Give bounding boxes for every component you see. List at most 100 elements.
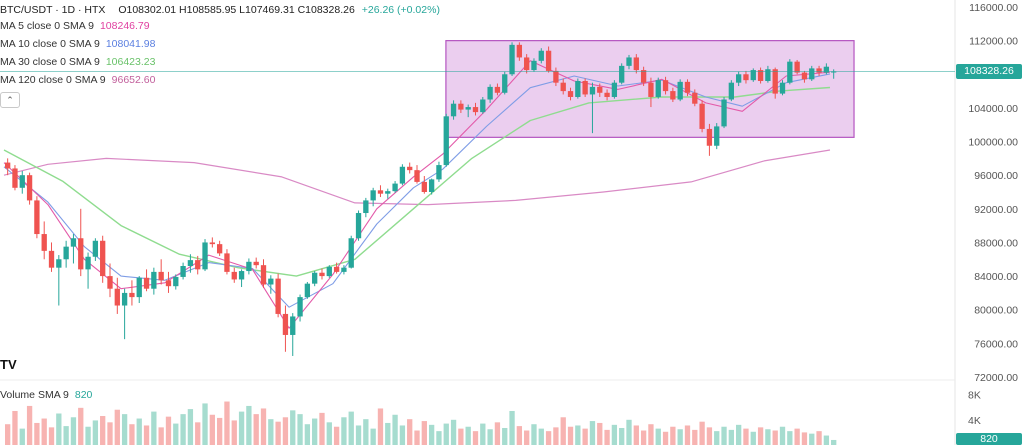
ma30-line (3, 86, 831, 277)
candle-body (260, 265, 267, 285)
candle-body (26, 175, 33, 201)
volume-bar (692, 429, 698, 445)
volume-bar (699, 421, 705, 445)
candle-body (597, 86, 603, 93)
volume-bar (56, 413, 62, 445)
candle-body (333, 266, 340, 272)
candle-body (436, 165, 442, 180)
volume-bar (721, 426, 727, 445)
candle-body (670, 91, 676, 100)
candle-body (370, 190, 376, 201)
legend-ma120-label: MA 120 close 0 SMA 9 (0, 74, 106, 86)
legend-ma30[interactable]: MA 30 close 0 SMA 9 106423.23 (0, 56, 155, 68)
candle-body (238, 271, 245, 280)
volume-bar (494, 422, 501, 445)
legend-ma5[interactable]: MA 5 close 0 SMA 9 108246.79 (0, 20, 150, 32)
volume-bar (297, 414, 303, 445)
candle-body (56, 259, 62, 268)
candle-body (202, 242, 208, 270)
volume-bar (26, 405, 33, 445)
volume-bar (173, 423, 179, 445)
candle-body (121, 292, 128, 306)
volume-bar (216, 417, 223, 445)
volume-bar (209, 414, 215, 445)
volume-bar (151, 411, 157, 445)
candle-body (655, 80, 661, 97)
candle-body (385, 191, 391, 194)
candle-body (421, 181, 427, 192)
candle-body (575, 81, 581, 97)
candle-body (187, 260, 194, 266)
volume-bar (246, 405, 252, 445)
candle-body (34, 200, 40, 235)
candle-body (443, 116, 449, 166)
volume-bar (392, 414, 398, 445)
candle-body (582, 81, 588, 95)
price-tick-label: 100000.00 (968, 137, 1018, 149)
volume-bar (333, 426, 340, 445)
legend-ma5-label: MA 5 close 0 SMA 9 (0, 20, 94, 32)
price-tick-label: 84000.00 (974, 271, 1018, 283)
candle-body (5, 162, 11, 169)
legend-ma120[interactable]: MA 120 close 0 SMA 9 96652.60 (0, 74, 155, 86)
ma120-path (3, 149, 831, 206)
legend-ma30-value: 106423.23 (105, 56, 156, 68)
volume-bar (5, 424, 11, 445)
candle-body (173, 276, 179, 287)
candle-body (282, 313, 289, 335)
volume-bar (268, 419, 274, 445)
volume-legend[interactable]: Volume SMA 9 820 (0, 389, 92, 401)
candle-body (480, 99, 486, 113)
legend-ma10[interactable]: MA 10 close 0 SMA 9 108041.98 (0, 38, 155, 50)
volume-bar (100, 416, 106, 445)
tradingview-logo: TV (0, 357, 17, 372)
volume-bar (187, 409, 194, 445)
candlestick-series (5, 42, 837, 356)
candle-body (290, 316, 296, 335)
ma30-path (3, 86, 831, 277)
volume-bar (553, 427, 559, 445)
legend-ma30-label: MA 30 close 0 SMA 9 (0, 56, 100, 68)
volume-bar (524, 430, 530, 445)
collapse-legend-button[interactable]: ⌃ (0, 92, 20, 108)
volume-bar (370, 428, 376, 445)
price-tick-label: 76000.00 (974, 338, 1018, 350)
price-axis[interactable]: 116000.00112000.00108000.00104000.001000… (968, 2, 1018, 384)
volume-bar (801, 432, 808, 445)
symbol-label[interactable]: BTC/USDT · 1D · HTX (0, 4, 106, 16)
candle-body (772, 69, 778, 94)
candle-body (516, 44, 523, 58)
candle-body (78, 238, 84, 270)
ohlc-values: O108302.01 H108585.95 L107469.31 C108328… (118, 4, 355, 16)
candle-body (458, 103, 464, 110)
volume-bar (202, 403, 208, 445)
candle-body (297, 297, 303, 317)
candle-body (567, 91, 574, 97)
candle-body (553, 70, 559, 83)
candle-body (348, 238, 354, 268)
volume-bar (480, 423, 486, 445)
candle-body (721, 99, 727, 127)
candle-body (70, 238, 77, 247)
volume-bar (502, 427, 508, 445)
volume-bar (597, 422, 603, 445)
candle-body (794, 61, 800, 73)
volume-bar (34, 422, 40, 445)
volume-bar (509, 410, 515, 445)
candle-body (304, 283, 311, 298)
ma5-path (3, 60, 831, 329)
volume-bar (41, 418, 47, 445)
candle-body (231, 271, 237, 280)
candle-body (326, 266, 332, 277)
legend-ma10-label: MA 10 close 0 SMA 9 (0, 38, 100, 50)
volume-bar (385, 422, 391, 445)
candle-body (465, 107, 471, 110)
candle-body (85, 256, 91, 270)
candle-body (92, 240, 99, 257)
volume-legend-value: 820 (74, 389, 93, 401)
volume-bar (238, 411, 245, 445)
volume-bar (195, 422, 201, 445)
volume-bar (319, 412, 325, 445)
candle-body (714, 126, 720, 146)
